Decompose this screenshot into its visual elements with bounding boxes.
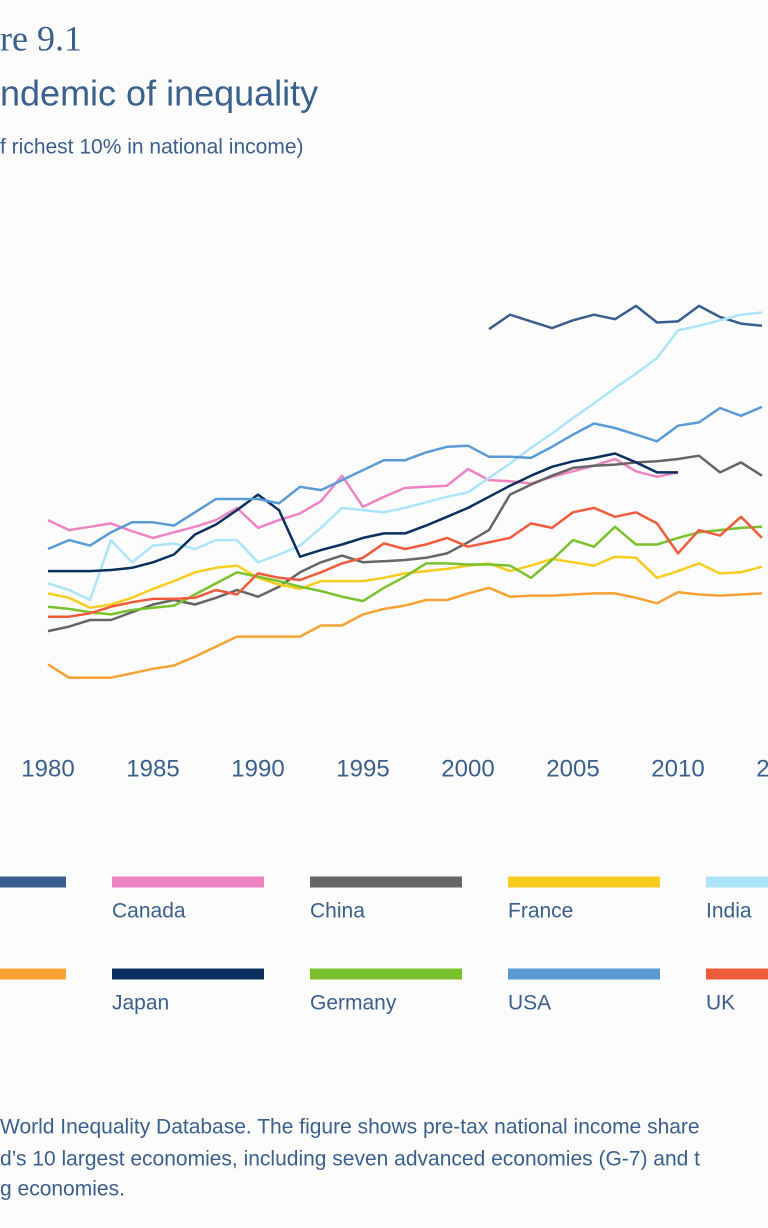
legend-label: Canada — [112, 900, 186, 923]
legend-label: USA — [508, 992, 551, 1015]
x-tick-label: 2015 — [756, 755, 768, 782]
legend-label: Japan — [112, 992, 169, 1015]
x-tick-label: 2005 — [546, 755, 599, 782]
legend-label: China — [310, 900, 365, 923]
legend-swatch — [310, 876, 462, 888]
series-line — [488, 304, 763, 331]
series-line — [48, 506, 763, 618]
x-tick-label: 2010 — [651, 755, 704, 782]
note: World Inequality Database. The figure sh… — [0, 1116, 700, 1139]
legend-swatch — [508, 876, 660, 888]
legend-label: Germany — [310, 992, 397, 1015]
legend-swatch — [508, 968, 660, 980]
legend-swatch — [112, 876, 264, 888]
chart-title: re 9.1 — [0, 18, 82, 58]
legend-swatch — [706, 968, 768, 980]
axis-label: f richest 10% in national income) — [0, 136, 304, 159]
note: d’s 10 largest economies, including seve… — [0, 1148, 700, 1171]
x-tick-label: 2000 — [441, 755, 494, 782]
legend-swatch — [0, 968, 66, 980]
series-line — [47, 311, 763, 602]
legend-label: India — [706, 900, 752, 923]
x-tick-label: 1980 — [21, 755, 74, 782]
series-line — [47, 454, 763, 633]
legend-label: France — [508, 900, 573, 923]
series-line — [48, 452, 678, 573]
note: g economies. — [0, 1178, 125, 1201]
x-tick-label: 1995 — [336, 755, 389, 782]
legend-label: UK — [706, 992, 735, 1015]
x-tick-label: 1990 — [231, 755, 284, 782]
series-line — [47, 405, 763, 551]
series-line — [47, 555, 763, 610]
legend-swatch — [0, 876, 66, 888]
legend-swatch — [310, 968, 462, 980]
series-line — [47, 457, 679, 540]
series-line — [47, 586, 763, 679]
legend-swatch — [112, 968, 264, 980]
series-line — [47, 525, 763, 616]
chart-subtitle: ndemic of inequality — [0, 73, 318, 114]
x-tick-label: 1985 — [126, 755, 179, 782]
legend-swatch — [706, 876, 768, 888]
